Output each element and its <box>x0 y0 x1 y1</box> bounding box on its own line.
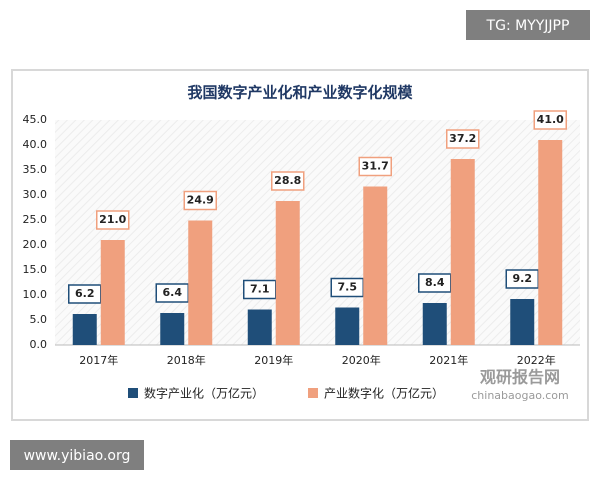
bar <box>160 313 185 345</box>
bar <box>510 299 535 345</box>
bar <box>422 303 447 345</box>
data-label: 41.0 <box>537 113 564 126</box>
data-label-box <box>533 110 567 130</box>
watermark: TG: MYYJJPP <box>486 18 570 34</box>
y-tick-label: 5.0 <box>30 313 48 326</box>
y-tick-label: 10.0 <box>23 288 48 301</box>
data-label: 8.4 <box>425 276 445 289</box>
y-tick-label: 35.0 <box>23 163 48 176</box>
x-tick-label: 2022年 <box>517 353 556 367</box>
data-label: 7.1 <box>250 283 270 296</box>
y-tick-label: 25.0 <box>23 213 48 226</box>
legend-swatch <box>308 388 318 398</box>
data-label: 31.7 <box>362 160 389 173</box>
x-tick-label: 2021年 <box>429 353 468 367</box>
data-label: 28.8 <box>274 174 301 187</box>
watermark: 观研报告网 <box>480 368 560 387</box>
bar <box>335 307 360 345</box>
y-tick-label: 30.0 <box>23 188 48 201</box>
bar <box>100 240 125 345</box>
y-tick-label: 20.0 <box>23 238 48 251</box>
legend-label: 数字产业化（万亿元） <box>144 386 264 401</box>
y-tick-label: 15.0 <box>23 263 48 276</box>
data-label: 6.2 <box>75 287 95 300</box>
legend-swatch <box>128 388 138 398</box>
watermark-box <box>466 10 590 40</box>
data-label: 9.2 <box>513 272 533 285</box>
data-label-box <box>358 156 392 177</box>
data-label: 37.2 <box>449 132 476 145</box>
bar <box>538 140 563 345</box>
chart-title: 我国数字产业化和产业数字化规模 <box>187 84 413 102</box>
data-label-box <box>271 171 305 191</box>
x-tick-label: 2020年 <box>342 353 381 367</box>
plot-area <box>55 120 580 345</box>
watermark-box <box>10 440 144 470</box>
bar <box>72 314 97 345</box>
data-label-box <box>96 210 130 230</box>
x-tick-label: 2019年 <box>254 353 293 367</box>
y-tick-label: 45.0 <box>23 113 48 126</box>
data-label: 6.4 <box>163 286 183 299</box>
data-label: 24.9 <box>187 194 214 207</box>
watermark: chinabaogao.com <box>471 389 569 402</box>
bar <box>247 309 272 345</box>
data-label-box <box>446 129 480 149</box>
y-tick-label: 0.0 <box>30 338 48 351</box>
bar <box>450 159 475 345</box>
bar <box>188 220 213 345</box>
y-tick-label: 40.0 <box>23 138 48 151</box>
bar <box>275 201 300 345</box>
watermark: www.yibiao.org <box>24 448 131 464</box>
bar <box>363 186 388 345</box>
legend-label: 产业数字化（万亿元） <box>324 386 444 401</box>
data-label-box <box>183 190 217 211</box>
data-label: 7.5 <box>338 281 358 294</box>
x-tick-label: 2017年 <box>79 353 118 367</box>
x-tick-label: 2018年 <box>167 353 206 367</box>
data-label: 21.0 <box>99 213 126 226</box>
